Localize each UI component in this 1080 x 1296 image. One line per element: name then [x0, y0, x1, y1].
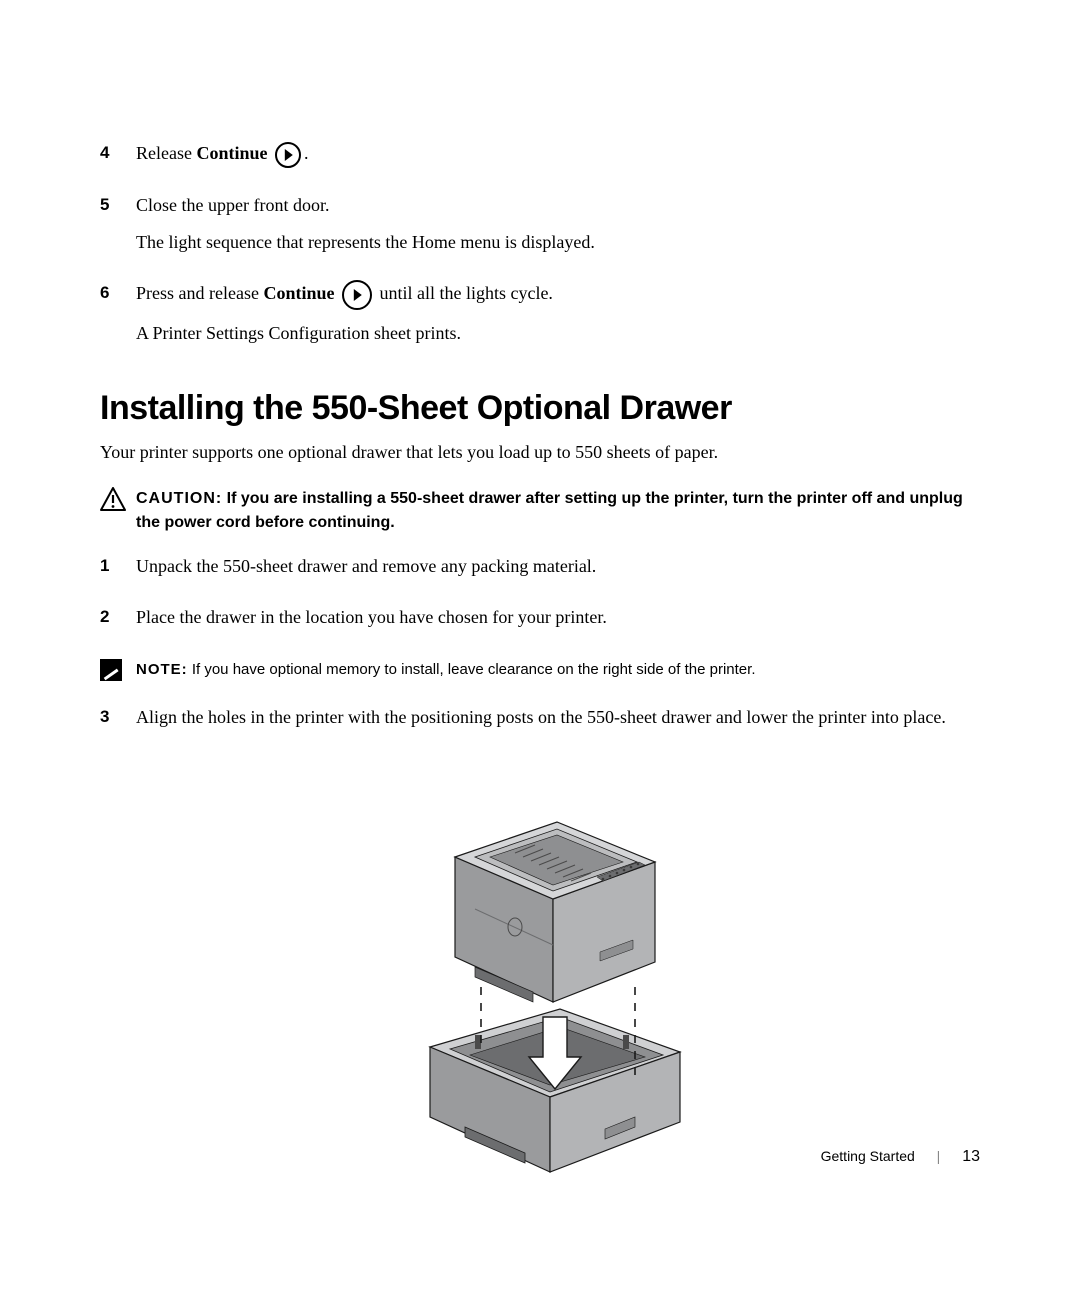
page-footer: Getting Started | 13 — [821, 1148, 980, 1166]
section-heading: Installing the 550-Sheet Optional Drawer — [100, 389, 980, 428]
step-text: Unpack the 550-sheet drawer and remove a… — [136, 553, 980, 580]
caution-label: CAUTION: — [136, 490, 222, 507]
caution-icon-wrapper — [100, 487, 136, 535]
caution-text: If you are installing a 550-sheet drawer… — [136, 490, 963, 531]
step-line-2: The light sequence that represents the H… — [136, 229, 980, 256]
step-body: Close the upper front door. The light se… — [136, 192, 980, 266]
step-text: Place the drawer in the location you hav… — [136, 604, 980, 631]
step-body: Align the holes in the printer with the … — [136, 704, 980, 741]
step-line-1: Close the upper front door. — [136, 192, 980, 219]
step-number: 2 — [100, 604, 136, 641]
note-callout: NOTE: If you have optional memory to ins… — [100, 659, 980, 686]
step-text-suffix: . — [304, 143, 309, 163]
footer-page-number: 13 — [962, 1148, 980, 1165]
step-2: 2 Place the drawer in the location you h… — [100, 604, 980, 641]
continue-icon — [342, 280, 372, 310]
step-number: 5 — [100, 192, 136, 266]
step-1: 1 Unpack the 550-sheet drawer and remove… — [100, 553, 980, 590]
step-number: 6 — [100, 280, 136, 357]
step-number: 3 — [100, 704, 136, 741]
caution-body: CAUTION: If you are installing a 550-she… — [136, 487, 980, 535]
step-line-2: A Printer Settings Configuration sheet p… — [136, 320, 980, 347]
step3-list: 3 Align the holes in the printer with th… — [100, 704, 980, 741]
step-3: 3 Align the holes in the printer with th… — [100, 704, 980, 741]
note-text: If you have optional memory to install, … — [188, 661, 756, 678]
step-text-prefix: Press and release — [136, 283, 263, 303]
top-step-list: 4 Release Continue . 5 Close the upper f… — [100, 140, 980, 357]
step-body: Release Continue . — [136, 140, 980, 178]
continue-label: Continue — [263, 283, 334, 303]
footer-separator: | — [937, 1148, 941, 1164]
printer-illustration — [375, 777, 705, 1177]
step-body: Press and release Continue until all the… — [136, 280, 980, 357]
illustration-area — [100, 777, 980, 1177]
step-5: 5 Close the upper front door. The light … — [100, 192, 980, 266]
step-text-suffix: until all the lights cycle. — [375, 283, 553, 303]
step-number: 1 — [100, 553, 136, 590]
footer-section: Getting Started — [821, 1148, 915, 1164]
main-step-list: 1 Unpack the 550-sheet drawer and remove… — [100, 553, 980, 641]
step-number: 4 — [100, 140, 136, 178]
step-4: 4 Release Continue . — [100, 140, 980, 178]
step-body: Unpack the 550-sheet drawer and remove a… — [136, 553, 980, 590]
intro-text: Your printer supports one optional drawe… — [100, 442, 980, 463]
note-icon — [100, 659, 122, 681]
caution-icon — [100, 487, 126, 516]
step-body: Place the drawer in the location you hav… — [136, 604, 980, 641]
note-body: NOTE: If you have optional memory to ins… — [136, 659, 980, 686]
continue-label: Continue — [196, 143, 267, 163]
note-label: NOTE: — [136, 661, 188, 678]
step-text-prefix: Release — [136, 143, 196, 163]
caution-callout: CAUTION: If you are installing a 550-she… — [100, 487, 980, 535]
step-text: Align the holes in the printer with the … — [136, 704, 980, 731]
step-6: 6 Press and release Continue until all t… — [100, 280, 980, 357]
continue-icon — [275, 142, 301, 168]
note-icon-wrapper — [100, 659, 136, 686]
page-content: 4 Release Continue . 5 Close the upper f… — [0, 0, 1080, 1237]
